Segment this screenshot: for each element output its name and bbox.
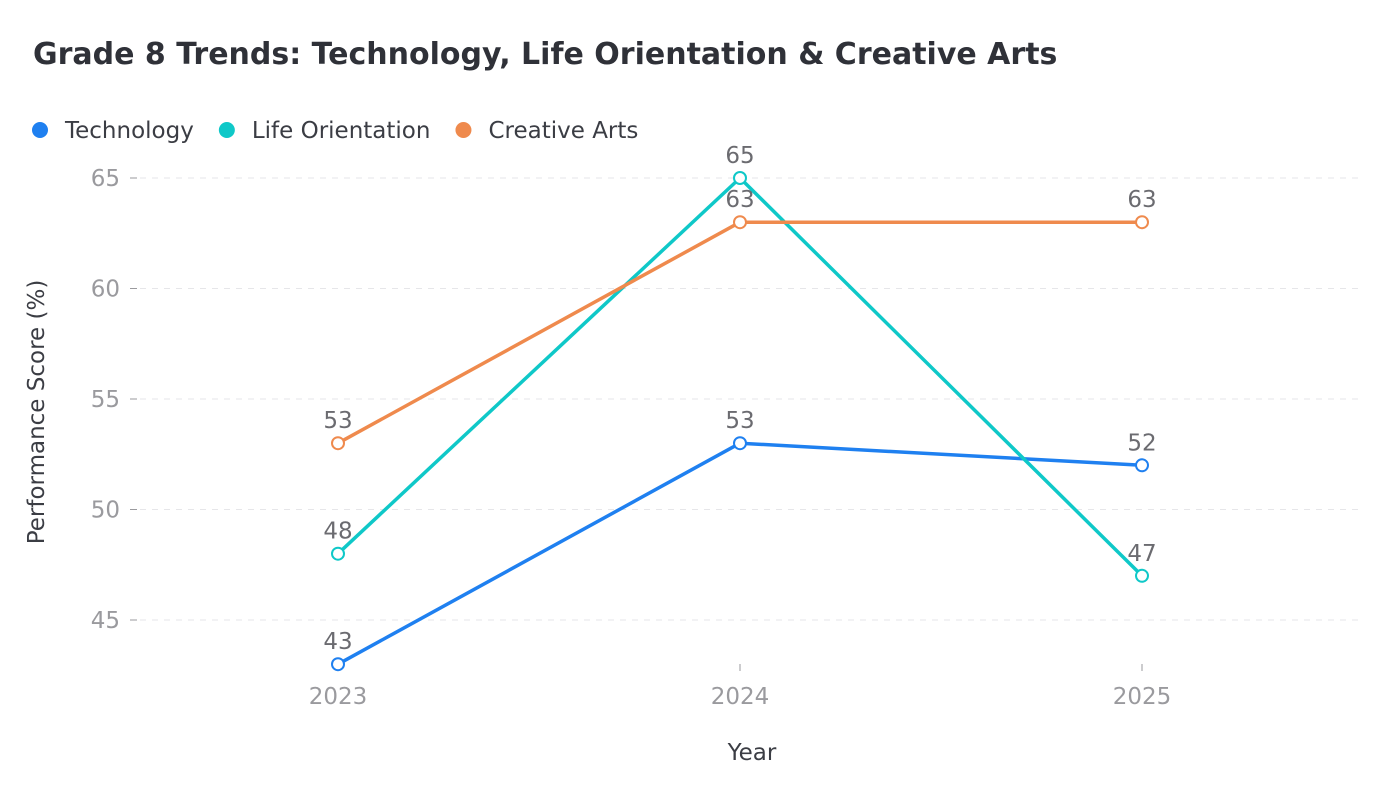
data-label-technology-2024: 53 [725,408,754,434]
legend-label-life-orientation: Life Orientation [252,118,431,144]
data-label-life-orientation-2023: 48 [323,519,352,545]
x-tick-label-2025: 2025 [1113,684,1172,710]
legend-item-life-orientation[interactable]: Life Orientation [218,118,431,144]
y-tick-label-55: 55 [91,387,120,413]
data-label-life-orientation-2024: 65 [725,143,754,169]
data-label-creative-arts-2025: 63 [1127,187,1156,213]
chart-title: Grade 8 Trends: Technology, Life Orienta… [33,37,1057,72]
point-life-orientation-2024[interactable] [733,171,747,185]
y-axis-title: Performance Score (%) [24,280,50,545]
series-life-orientation [331,171,1149,583]
series-creative-arts [331,215,1149,451]
data-label-technology-2025: 52 [1127,430,1156,456]
data-label-life-orientation-2025: 47 [1127,541,1156,567]
y-tick-label-50: 50 [91,498,120,524]
x-tick-label-2023: 2023 [309,684,368,710]
legend-label-creative-arts: Creative Arts [488,118,638,144]
series-line-technology [336,441,1144,666]
y-tick-label-60: 60 [91,277,120,303]
point-technology-2025[interactable] [1135,458,1149,473]
data-label-creative-arts-2023: 53 [323,408,352,434]
data-labels: 43 53 52 48 65 47 53 63 63 [323,143,1156,655]
point-creative-arts-2023[interactable] [331,436,345,451]
y-tick-label-45: 45 [91,608,120,634]
x-tick-label-2024: 2024 [711,684,770,710]
data-label-creative-arts-2024: 63 [725,187,754,213]
legend: Technology Life Orientation Creative Arts [32,118,638,144]
x-axis: 2023 2024 2025 [309,664,1172,710]
series-layer [331,171,1149,672]
point-technology-2024[interactable] [733,436,747,451]
legend-marker-technology [32,122,48,138]
x-axis-title: Year [727,740,777,766]
legend-item-creative-arts[interactable]: Creative Arts [455,118,638,144]
point-technology-2023[interactable] [331,657,345,672]
legend-marker-creative-arts [455,122,472,138]
y-axis: 45 50 55 60 65 [91,166,137,634]
legend-label-technology: Technology [64,118,194,144]
legend-item-technology[interactable]: Technology [32,118,194,144]
point-creative-arts-2025[interactable] [1135,215,1149,230]
y-tick-label-65: 65 [91,166,120,192]
point-life-orientation-2023[interactable] [331,546,345,561]
grid [140,177,1360,621]
series-technology [331,436,1149,672]
data-label-technology-2023: 43 [323,629,352,655]
point-creative-arts-2024[interactable] [733,215,747,230]
point-life-orientation-2025[interactable] [1135,568,1149,583]
legend-marker-life-orientation [218,122,235,138]
